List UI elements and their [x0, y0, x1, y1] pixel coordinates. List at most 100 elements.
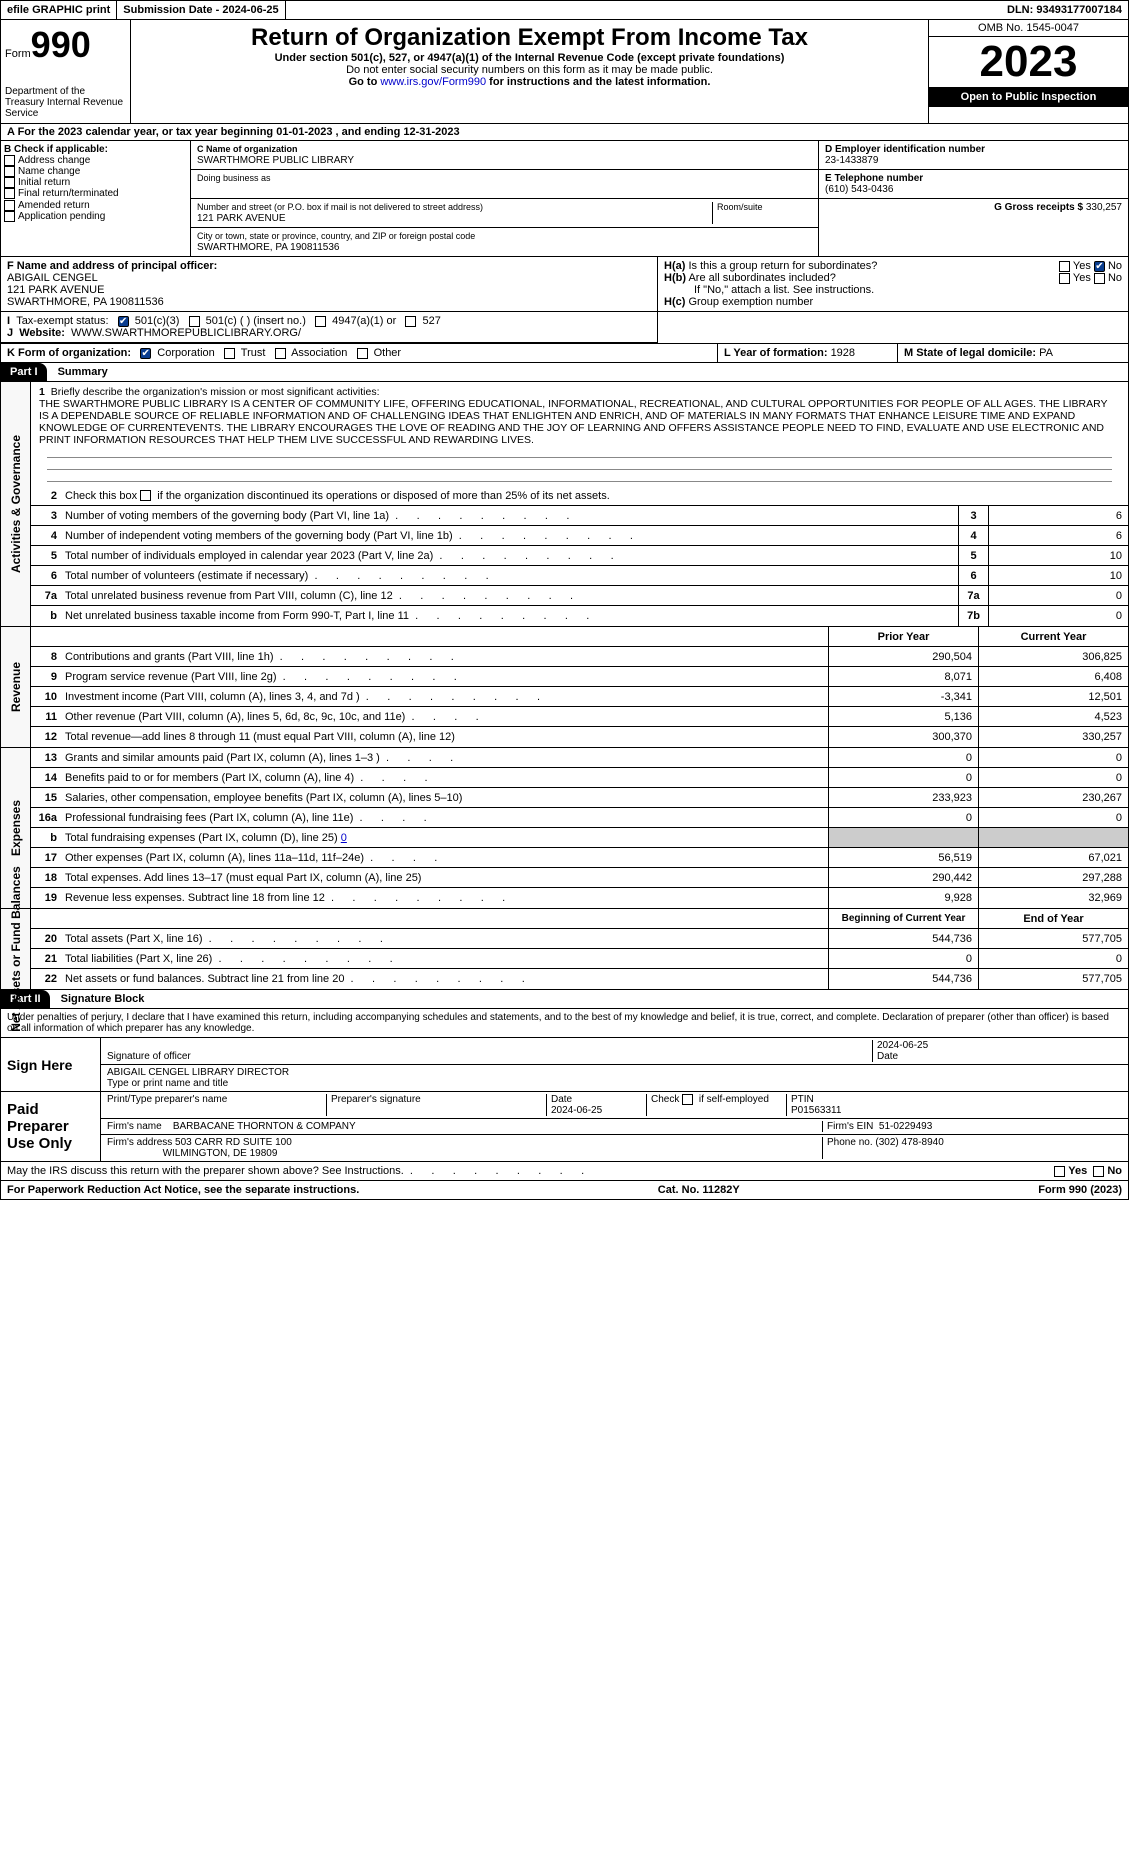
cb-discontinued[interactable]	[140, 490, 151, 501]
officer-line: ABIGAIL CENGEL LIBRARY DIRECTOR	[107, 1067, 289, 1078]
l21-text: Total liabilities (Part X, line 26)	[65, 953, 212, 965]
l15-curr: 230,267	[978, 788, 1128, 807]
footer-mid: Cat. No. 11282Y	[658, 1184, 740, 1196]
header-bar: efile GRAPHIC print Submission Date - 20…	[0, 0, 1129, 20]
l7b-val: 0	[988, 606, 1128, 626]
l15-text: Salaries, other compensation, employee b…	[65, 792, 462, 804]
efile-label: efile GRAPHIC print	[7, 4, 110, 16]
lbl-address-change: Address change	[18, 155, 90, 166]
l22-text: Net assets or fund balances. Subtract li…	[65, 973, 344, 985]
ij-block: I Tax-exempt status: 501(c)(3) 501(c) ( …	[0, 312, 1129, 344]
title-block: Form990 Department of the Treasury Inter…	[0, 20, 1129, 124]
section-b: B Check if applicable: Address change Na…	[1, 141, 191, 256]
ha-yes: Yes	[1073, 260, 1091, 272]
l6-text: Total number of volunteers (estimate if …	[65, 570, 308, 582]
l17-curr: 67,021	[978, 848, 1128, 867]
sign-here-label: Sign Here	[1, 1038, 101, 1091]
l13-prior: 0	[828, 748, 978, 767]
l14-prior: 0	[828, 768, 978, 787]
officer-city: SWARTHMORE, PA 190811536	[7, 296, 164, 308]
phone-label: E Telephone number	[825, 173, 923, 184]
l10-prior: -3,341	[828, 687, 978, 706]
cb-irs-yes[interactable]	[1054, 1166, 1065, 1177]
l18-curr: 297,288	[978, 868, 1128, 887]
footer-left: For Paperwork Reduction Act Notice, see …	[7, 1184, 359, 1196]
cb-name-change[interactable]	[4, 166, 15, 177]
l4-text: Number of independent voting members of …	[65, 530, 453, 542]
l16a-curr: 0	[978, 808, 1128, 827]
cb-hb-no[interactable]	[1094, 273, 1105, 284]
l14-text: Benefits paid to or for members (Part IX…	[65, 772, 354, 784]
ha-label: Is this a group return for subordinates?	[688, 260, 877, 272]
lbl-final-return: Final return/terminated	[18, 189, 119, 200]
perjury-declaration: Under penalties of perjury, I declare th…	[1, 1009, 1128, 1038]
l18-prior: 290,442	[828, 868, 978, 887]
department-label: Department of the Treasury Internal Reve…	[5, 86, 126, 119]
firm-name: BARBACANE THORNTON & COMPANY	[173, 1121, 356, 1132]
side-rev: Revenue	[9, 662, 23, 712]
l10-curr: 12,501	[978, 687, 1128, 706]
part1-tag: Part I	[1, 363, 47, 381]
form-number: 990	[31, 24, 91, 65]
prep-name-label: Print/Type preparer's name	[107, 1094, 327, 1116]
l16b-text: Total fundraising expenses (Part IX, col…	[65, 832, 341, 844]
l8-text: Contributions and grants (Part VIII, lin…	[65, 651, 274, 663]
cb-address-change[interactable]	[4, 155, 15, 166]
col-end: End of Year	[978, 909, 1128, 928]
cb-trust[interactable]	[224, 348, 235, 359]
l8-prior: 290,504	[828, 647, 978, 666]
cb-501c3[interactable]	[118, 316, 129, 327]
goto-after: for instructions and the latest informat…	[486, 76, 710, 88]
tax-status-label: Tax-exempt status:	[16, 315, 108, 327]
cb-irs-no[interactable]	[1093, 1166, 1104, 1177]
open-inspection: Open to Public Inspection	[929, 87, 1128, 107]
officer-label: F Name and address of principal officer:	[7, 260, 217, 272]
c-name-label: C Name of organization	[197, 144, 298, 154]
cb-hb-yes[interactable]	[1059, 273, 1070, 284]
cb-amended[interactable]	[4, 200, 15, 211]
cb-assoc[interactable]	[275, 348, 286, 359]
hb-note: If "No," attach a list. See instructions…	[664, 284, 874, 296]
l16b-link[interactable]: 0	[341, 832, 347, 844]
net-assets-section: Net Assets or Fund Balances Beginning of…	[0, 909, 1129, 990]
irs-discuss-row: May the IRS discuss this return with the…	[1, 1162, 1128, 1180]
submission-date: 2024-06-25	[222, 4, 278, 16]
k-label: K Form of organization:	[7, 347, 131, 359]
dln-label: DLN:	[1007, 4, 1036, 16]
cb-501c[interactable]	[189, 316, 200, 327]
side-exp: Expenses	[9, 800, 23, 856]
section-deg: D Employer identification number23-14338…	[818, 141, 1128, 256]
side-ag: Activities & Governance	[9, 435, 23, 573]
sig-date-label: Date	[877, 1051, 898, 1062]
cb-self-employed[interactable]	[682, 1094, 693, 1105]
irs-link[interactable]: www.irs.gov/Form990	[380, 76, 486, 88]
cb-527[interactable]	[405, 316, 416, 327]
cb-final-return[interactable]	[4, 188, 15, 199]
cb-pending[interactable]	[4, 211, 15, 222]
cb-other[interactable]	[357, 348, 368, 359]
cb-initial-return[interactable]	[4, 177, 15, 188]
l9-prior: 8,071	[828, 667, 978, 686]
footer-right: Form 990 (2023)	[1038, 1184, 1122, 1196]
cb-ha-no[interactable]	[1094, 261, 1105, 272]
submission-date-label: Submission Date -	[123, 4, 222, 16]
l12-curr: 330,257	[978, 727, 1128, 747]
cb-corp[interactable]	[140, 348, 151, 359]
part2-header: Part II Signature Block	[0, 990, 1129, 1009]
part2-title: Signature Block	[53, 993, 145, 1005]
l19-curr: 32,969	[978, 888, 1128, 908]
mission-text: THE SWARTHMORE PUBLIC LIBRARY IS A CENTE…	[39, 398, 1107, 446]
b-header: B Check if applicable:	[4, 144, 108, 155]
ptin-label: PTIN	[791, 1094, 814, 1105]
firm-name-label: Firm's name	[107, 1121, 162, 1132]
tax-year: 2023	[929, 37, 1128, 87]
dln-value: 93493177007184	[1036, 4, 1122, 16]
website-label: Website:	[19, 327, 65, 339]
ptin-value: P01563311	[791, 1105, 841, 1116]
cb-4947[interactable]	[315, 316, 326, 327]
cb-ha-yes[interactable]	[1059, 261, 1070, 272]
opt-corp: Corporation	[157, 347, 214, 359]
l18-text: Total expenses. Add lines 13–17 (must eq…	[65, 872, 421, 884]
l19-text: Revenue less expenses. Subtract line 18 …	[65, 892, 325, 904]
l16b-curr-shade	[978, 828, 1128, 847]
